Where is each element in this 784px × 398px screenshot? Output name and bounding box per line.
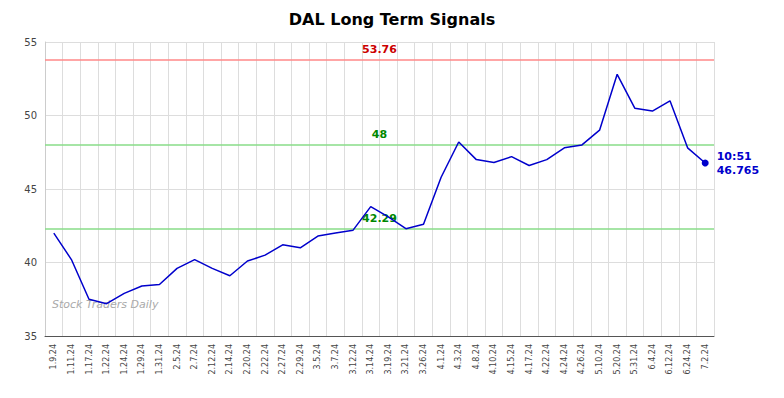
svg-text:7.2.24: 7.2.24 <box>701 344 710 369</box>
svg-text:4.26.24: 4.26.24 <box>577 344 586 375</box>
svg-text:2.22.24: 2.22.24 <box>261 344 270 375</box>
svg-text:35: 35 <box>24 331 37 342</box>
svg-text:6.12.24: 6.12.24 <box>665 344 674 375</box>
svg-text:3.26.24: 3.26.24 <box>419 344 428 375</box>
svg-text:1.24.24: 1.24.24 <box>120 344 129 375</box>
svg-text:46.765: 46.765 <box>717 164 759 177</box>
svg-text:1.11.24: 1.11.24 <box>67 344 76 375</box>
svg-text:4.17.24: 4.17.24 <box>525 344 534 375</box>
svg-text:10:51: 10:51 <box>717 150 752 163</box>
svg-text:Stock Traders Daily: Stock Traders Daily <box>52 298 159 311</box>
svg-text:48: 48 <box>372 128 387 141</box>
svg-text:4.10.24: 4.10.24 <box>489 344 498 375</box>
svg-text:3.5.24: 3.5.24 <box>313 344 322 369</box>
svg-text:55: 55 <box>24 37 37 48</box>
svg-text:5.10.24: 5.10.24 <box>595 344 604 375</box>
svg-text:3.19.24: 3.19.24 <box>384 344 393 375</box>
svg-text:42.29: 42.29 <box>362 211 397 225</box>
svg-text:6.24.24: 6.24.24 <box>683 344 692 375</box>
svg-text:40: 40 <box>24 257 37 268</box>
svg-text:2.27.24: 2.27.24 <box>278 344 287 375</box>
svg-text:4.15.24: 4.15.24 <box>507 344 516 375</box>
svg-text:4.24.24: 4.24.24 <box>560 344 569 375</box>
svg-text:2.5.24: 2.5.24 <box>173 344 182 369</box>
svg-text:4.22.24: 4.22.24 <box>542 344 551 375</box>
svg-text:2.14.24: 2.14.24 <box>225 344 234 375</box>
svg-text:DAL Long Term Signals: DAL Long Term Signals <box>289 10 495 29</box>
svg-text:3.12.24: 3.12.24 <box>349 344 358 375</box>
svg-text:2.7.24: 2.7.24 <box>190 344 199 369</box>
svg-text:6.4.24: 6.4.24 <box>648 344 657 369</box>
svg-text:2.12.24: 2.12.24 <box>208 344 217 375</box>
svg-text:1.22.24: 1.22.24 <box>102 344 111 375</box>
svg-text:50: 50 <box>24 110 37 121</box>
svg-text:1.31.24: 1.31.24 <box>155 344 164 375</box>
svg-text:3.21.24: 3.21.24 <box>401 344 410 375</box>
svg-text:3.7.24: 3.7.24 <box>331 344 340 369</box>
svg-text:4.1.24: 4.1.24 <box>437 344 446 369</box>
svg-text:2.29.24: 2.29.24 <box>296 344 305 375</box>
svg-text:1.9.24: 1.9.24 <box>49 344 58 369</box>
svg-text:45: 45 <box>24 184 37 195</box>
svg-text:2.20.24: 2.20.24 <box>243 344 252 375</box>
svg-text:4.8.24: 4.8.24 <box>472 344 481 369</box>
svg-text:53.76: 53.76 <box>362 43 397 56</box>
svg-text:1.17.24: 1.17.24 <box>85 344 94 375</box>
svg-text:4.3.24: 4.3.24 <box>454 344 463 369</box>
svg-text:5.20.24: 5.20.24 <box>613 344 622 375</box>
svg-text:3.14.24: 3.14.24 <box>366 344 375 375</box>
svg-text:5.31.24: 5.31.24 <box>630 344 639 375</box>
svg-text:1.29.24: 1.29.24 <box>137 344 146 375</box>
